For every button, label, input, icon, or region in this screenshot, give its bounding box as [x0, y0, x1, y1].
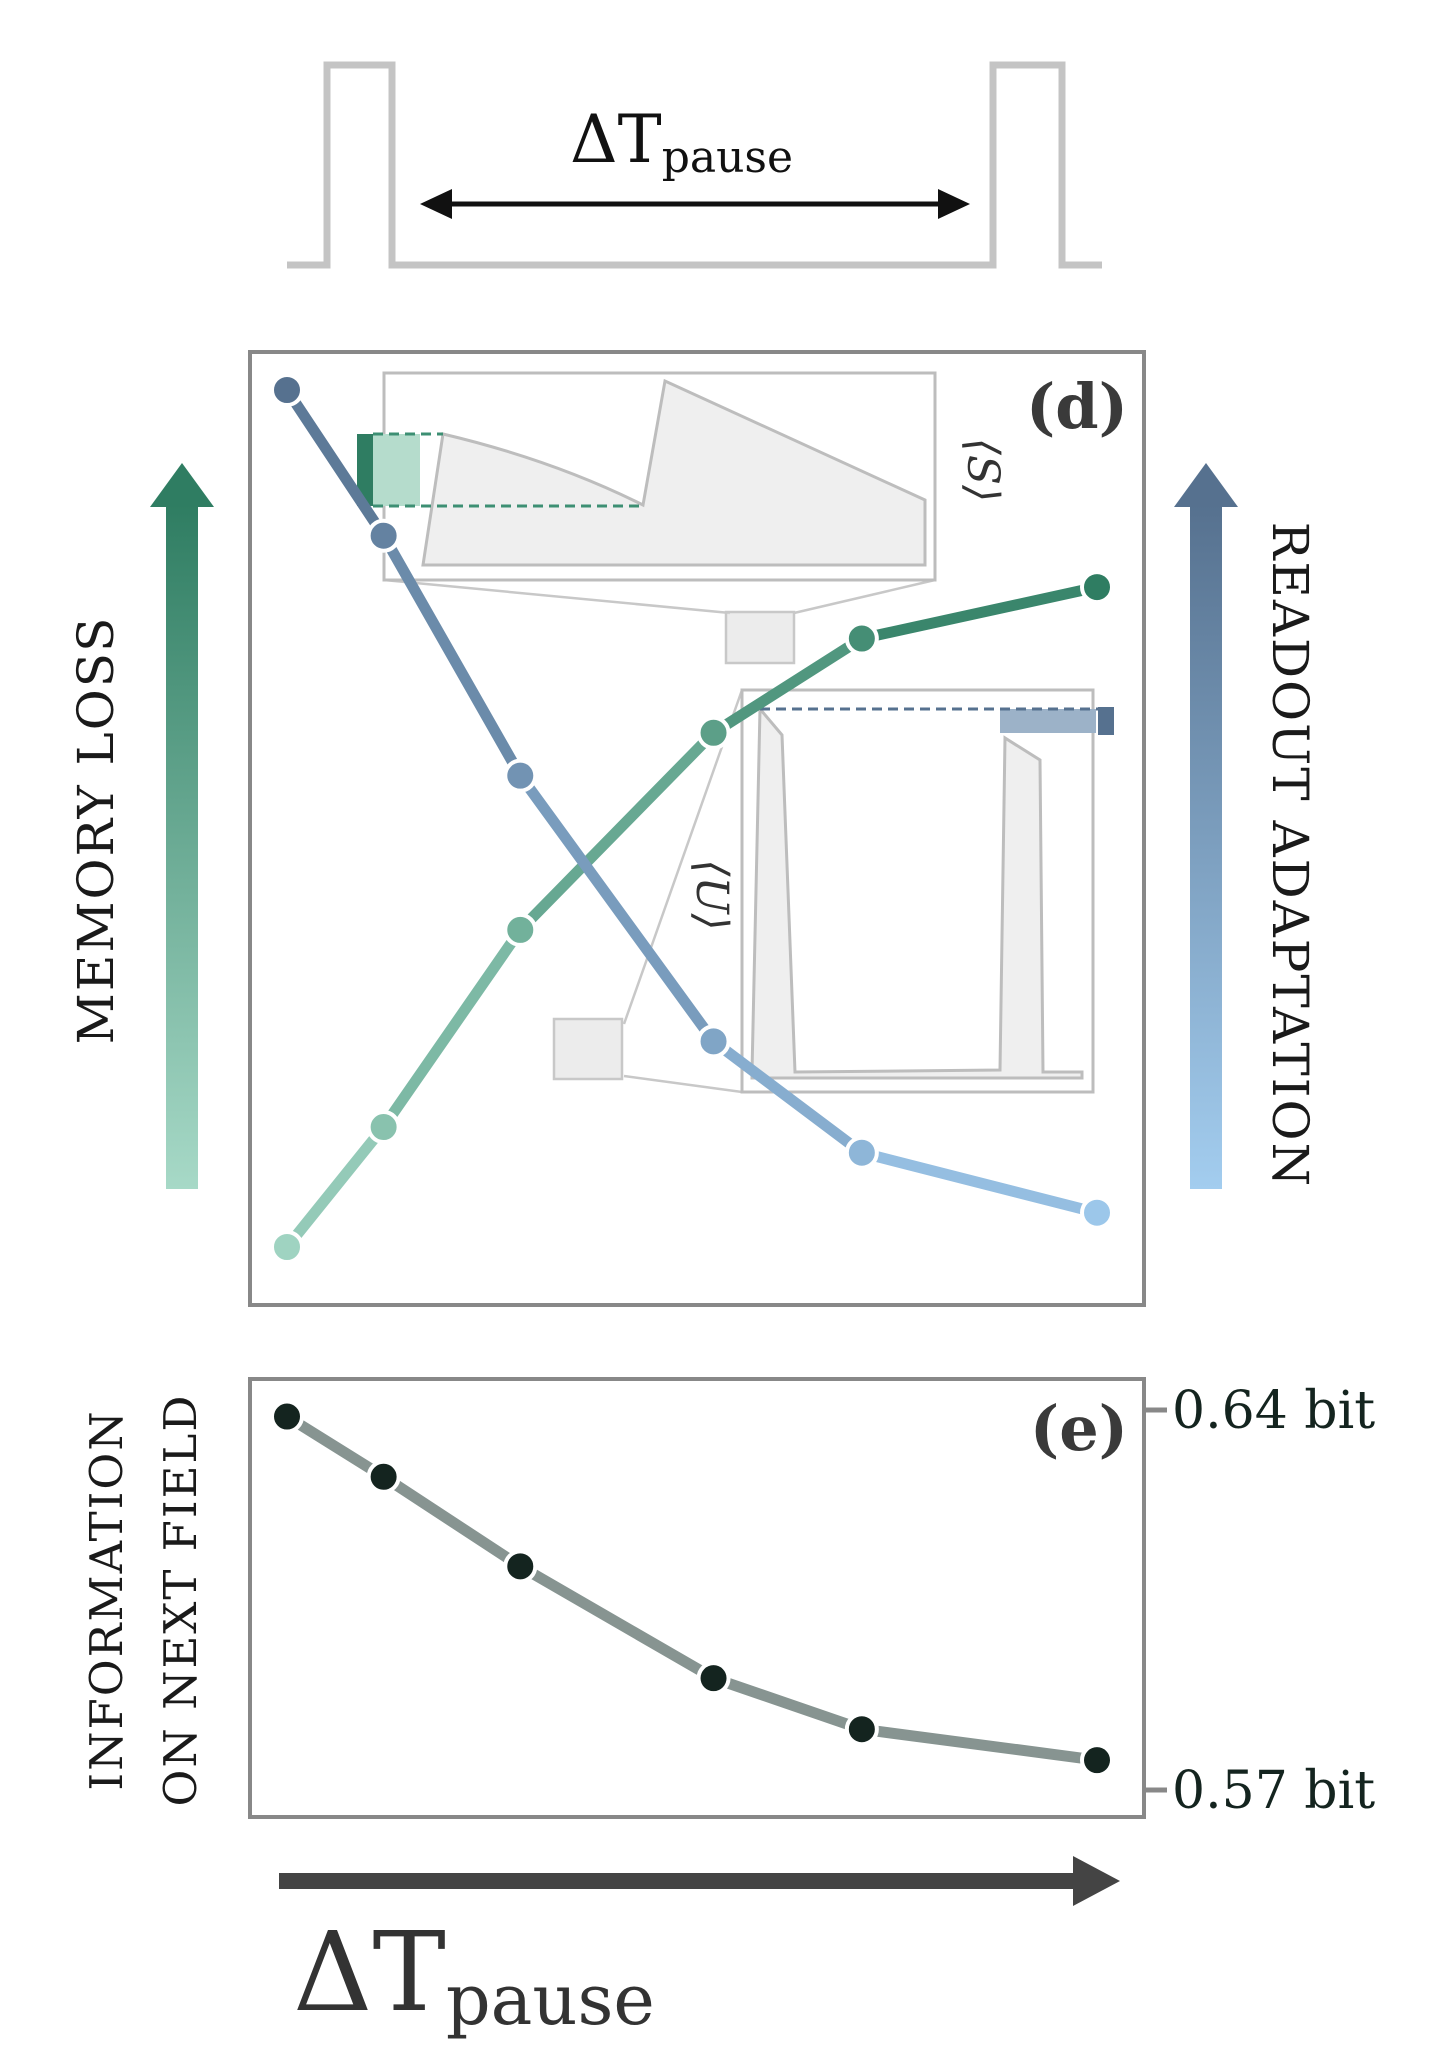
information-point: [1080, 1743, 1114, 1778]
inset-s: ⟨S⟩: [357, 371, 1008, 582]
readout-adaptation-segment: [281, 384, 390, 542]
information-point: [366, 1459, 401, 1494]
inset-u-trace: [750, 705, 1084, 1080]
pause-arrow-head-left: [420, 189, 452, 219]
readout-adaptation-point: [366, 518, 401, 553]
memory-loss-point: [844, 621, 879, 656]
memory-loss-segment: [856, 581, 1103, 645]
panel-d-frame: [248, 350, 1146, 1307]
information-line: [281, 1411, 1103, 1766]
panel-d: (d) MEMORY LOSS READOUT ADAPTATION ⟨S⟩: [67, 350, 1319, 1307]
readout-adaptation-point: [270, 373, 304, 407]
memory-loss-point: [366, 1110, 401, 1145]
panel-e-frame: [248, 1377, 1146, 1819]
memory-loss-segment: [514, 727, 720, 936]
readout-adaptation-point: [503, 758, 538, 793]
inset-s-connector-left: [383, 578, 731, 615]
top-delta-t-label: ΔTpause: [570, 101, 793, 183]
memory-loss-point: [270, 1230, 304, 1264]
memory-loss-label: MEMORY LOSS: [67, 616, 125, 1045]
readout-adaptation-point: [1080, 1195, 1114, 1230]
tick-low-label: 0.57 bit: [1172, 1761, 1375, 1821]
memory-loss-arrow: [166, 505, 198, 1189]
info-y-label-line1: INFORMATION: [80, 1409, 133, 1790]
readout-adaptation-segment: [378, 530, 526, 782]
memory-loss-segment: [281, 1121, 390, 1253]
memory-loss-segment: [708, 633, 868, 739]
panel-e-data: [270, 1399, 1114, 1778]
inset-u-level-marker: [1098, 707, 1114, 735]
information-point: [696, 1661, 731, 1696]
memory-loss-point: [1080, 570, 1114, 605]
readout-adaptation-arrow: [1190, 505, 1222, 1189]
inset-s-level-marker: [357, 434, 373, 506]
readout-adaptation-arrow-head: [1174, 463, 1238, 507]
x-axis: ΔTpause: [279, 1856, 1120, 2041]
inset-s-connector-right: [793, 578, 936, 615]
inset-u-level-band: [1000, 709, 1096, 733]
readout-adaptation-segment: [708, 1035, 868, 1159]
readout-adaptation-segment: [856, 1147, 1103, 1219]
memory-loss-point: [696, 715, 731, 750]
readout-adaptation-segment: [514, 770, 720, 1047]
inset-u-connector-bottom: [623, 1074, 743, 1094]
memory-loss-arrow-head: [150, 463, 214, 507]
readout-adaptation-point: [696, 1024, 731, 1059]
pulse-waveform: [287, 61, 1102, 269]
x-axis-arrow-shaft: [279, 1873, 1079, 1889]
information-point: [844, 1712, 879, 1747]
panel-e: (e) INFORMATION ON NEXT FIELD 0.64 bit 0…: [80, 1377, 1375, 1821]
pulse-schematic: ΔTpause: [287, 61, 1102, 269]
x-axis-label: ΔTpause: [293, 1908, 655, 2041]
memory-loss-point: [503, 912, 538, 947]
memory-loss-segment: [378, 924, 526, 1133]
info-y-label-line2: ON NEXT FIELD: [154, 1394, 207, 1807]
inset-s-trace: [421, 378, 927, 567]
inset-u: ⟨U⟩: [686, 688, 1114, 1094]
x-axis-arrow-head: [1073, 1856, 1120, 1906]
inset-s-label: ⟨S⟩: [957, 438, 1008, 502]
highlight-box-readout: [552, 1017, 624, 1081]
information-point: [503, 1549, 538, 1584]
highlight-box-memory: [724, 610, 796, 665]
panel-e-label: (e): [1030, 1392, 1128, 1465]
pause-arrow-head-right: [938, 189, 970, 219]
information-point: [270, 1399, 304, 1434]
inset-u-label: ⟨U⟩: [686, 859, 737, 930]
panel-d-data: [270, 373, 1114, 1264]
readout-adaptation-label: READOUT ADAPTATION: [1261, 522, 1319, 1189]
tick-high-label: 0.64 bit: [1172, 1381, 1375, 1441]
panel-d-label: (d): [1026, 370, 1128, 443]
readout-adaptation-point: [844, 1135, 879, 1170]
